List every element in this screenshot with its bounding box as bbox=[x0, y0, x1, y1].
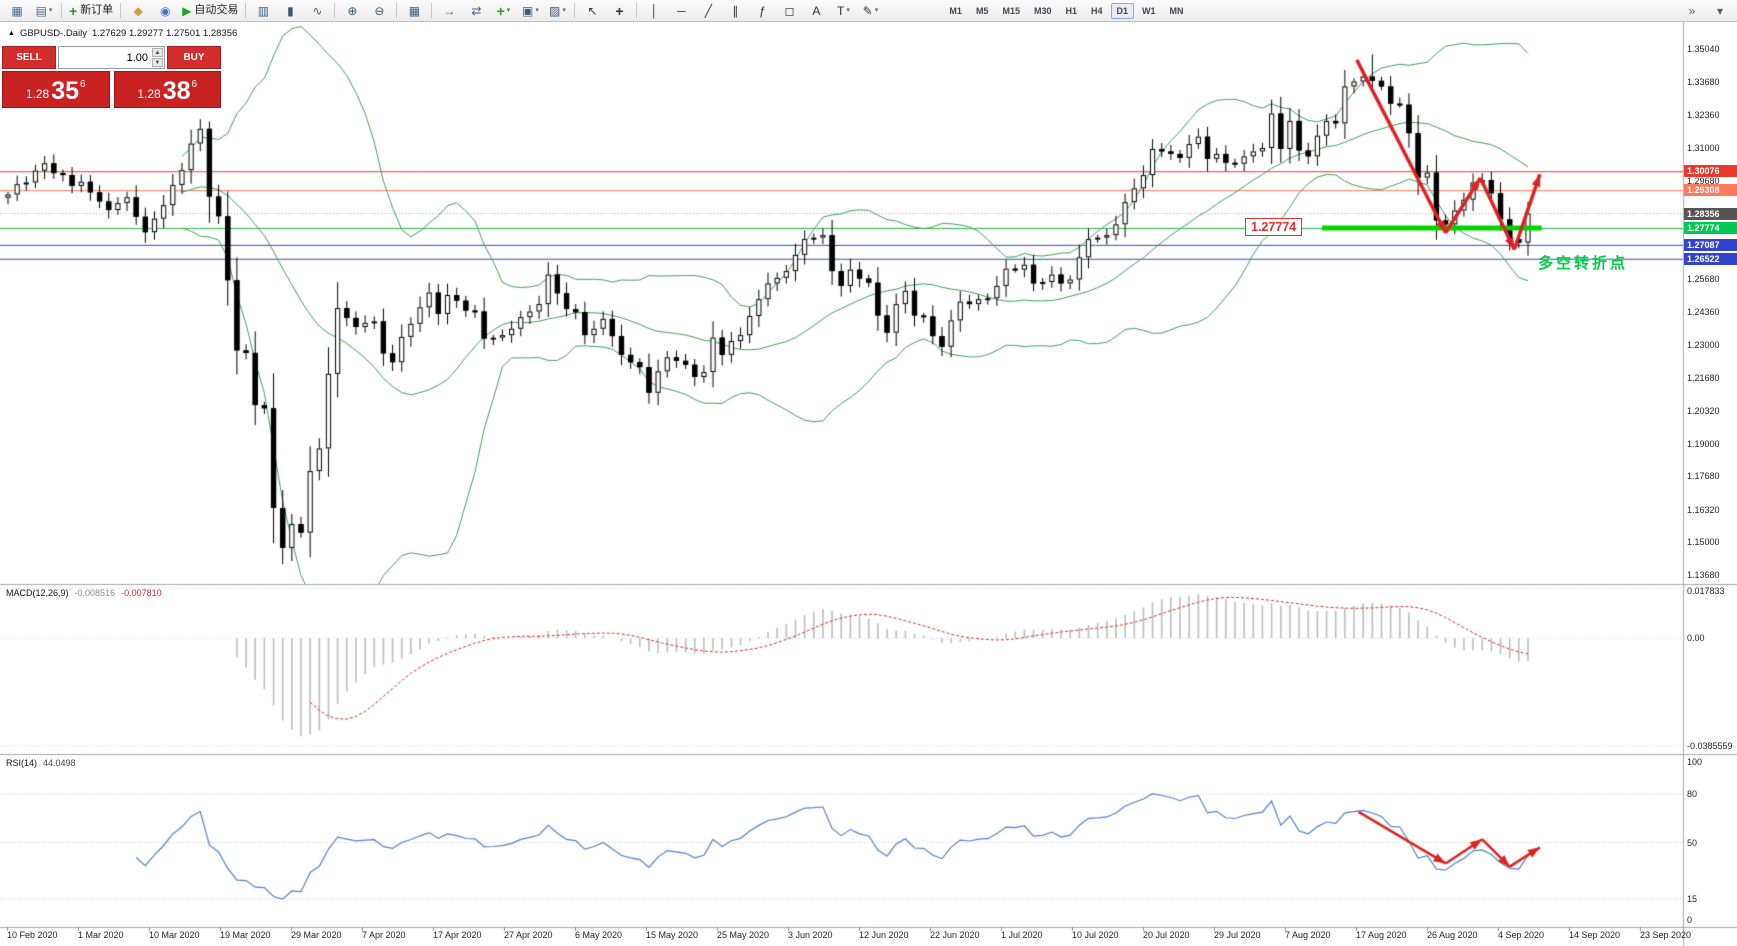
volume-box: ▲ ▼ bbox=[58, 46, 165, 69]
tile-windows-icon[interactable]: ▦ bbox=[408, 3, 421, 18]
toolbar-overflow-icon[interactable]: » bbox=[1688, 3, 1696, 18]
label-icon[interactable]: T ▾ bbox=[836, 3, 850, 18]
periods-icon[interactable]: ▣ ▾ bbox=[521, 3, 539, 18]
toolbar-separator bbox=[245, 3, 247, 18]
chart-shift-icon[interactable]: ⇄ bbox=[471, 3, 482, 18]
trendline-icon[interactable]: ╱ bbox=[704, 3, 713, 18]
chevron-down-icon: ▾ bbox=[562, 7, 566, 14]
timeframe-button-h4[interactable]: H4 bbox=[1091, 5, 1103, 16]
chart-title-bar: ▲ GBPUSD-.Daily 1.27629 1.29277 1.27501 … bbox=[8, 28, 237, 39]
bid-prefix: 1.28 bbox=[25, 87, 50, 101]
horizontal-line-icon[interactable]: ─ bbox=[677, 3, 686, 18]
toolbar-separator bbox=[431, 3, 433, 18]
volume-down-button[interactable]: ▼ bbox=[152, 58, 163, 67]
symbol-timeframe-label: GBPUSD-.Daily bbox=[19, 28, 87, 39]
cursor-icon[interactable]: ↖ bbox=[587, 3, 598, 18]
rsi-indicator-label: RSI(14) 44.0498 bbox=[6, 758, 76, 768]
timeframe-button-h1[interactable]: H1 bbox=[1065, 5, 1077, 16]
timeframe-button-m5[interactable]: M5 bbox=[975, 5, 989, 16]
chevron-down-icon: ▾ bbox=[846, 7, 850, 14]
metaeditor-icon[interactable]: ◆ bbox=[133, 3, 143, 18]
toolbar-menu-icon[interactable]: ▾ bbox=[1716, 3, 1724, 18]
macd-main-value: -0.008516 bbox=[74, 588, 116, 598]
macd-signal-value: -0.007810 bbox=[121, 588, 162, 598]
toolbar-separator bbox=[334, 3, 336, 18]
chevron-down-icon: ▾ bbox=[535, 7, 539, 14]
zoom-out-icon[interactable]: ⊖ bbox=[374, 3, 385, 18]
candlestick-chart-icon[interactable]: ▮ bbox=[287, 3, 294, 18]
toolbar-separator bbox=[120, 3, 122, 18]
ask-prefix: 1.28 bbox=[137, 87, 161, 101]
indicators-icon[interactable]: + ▾ bbox=[496, 2, 511, 19]
timeframe-button-w1[interactable]: W1 bbox=[1142, 5, 1156, 16]
volume-input[interactable] bbox=[59, 47, 164, 68]
fibonacci-icon[interactable]: ƒ bbox=[759, 3, 766, 18]
bar-chart-icon[interactable]: ▥ bbox=[257, 3, 270, 18]
crosshair-icon[interactable]: + bbox=[615, 2, 624, 19]
rsi-value: 44.0498 bbox=[43, 758, 76, 768]
bid-big-digits: 35 bbox=[51, 77, 80, 105]
text-icon[interactable]: A bbox=[812, 3, 821, 18]
toolbar-separator bbox=[636, 3, 638, 18]
sell-button[interactable]: SELL bbox=[2, 46, 56, 69]
chevron-down-icon: ▾ bbox=[506, 7, 511, 14]
timeframe-button-m1[interactable]: M1 bbox=[949, 5, 962, 16]
one-click-trading-panel: SELL ▲ ▼ BUY 1.28 35 6 1.28 38 6 bbox=[2, 46, 221, 108]
new-order-button[interactable]: + 新订单 bbox=[69, 2, 114, 19]
macd-name: MACD(12,26,9) bbox=[6, 588, 69, 598]
zoom-in-icon[interactable]: ⊕ bbox=[347, 3, 358, 18]
chevron-down-icon: ▾ bbox=[48, 7, 53, 14]
channel-icon[interactable]: ∥ bbox=[732, 3, 739, 18]
bid-pipette: 6 bbox=[80, 79, 86, 90]
chart-symbol-icon: ▲ bbox=[8, 30, 15, 37]
timeframe-group: M1 M5 M15 M30 H1 H4 D1 W1 MN bbox=[942, 2, 1190, 19]
volume-up-button[interactable]: ▲ bbox=[152, 48, 163, 57]
timeframe-button-m15[interactable]: M15 bbox=[1002, 5, 1020, 16]
bid-price-button[interactable]: 1.28 35 6 bbox=[2, 71, 110, 108]
shapes-icon[interactable]: ◻ bbox=[784, 3, 795, 18]
pivot-point-annotation[interactable]: 多空转折点 bbox=[1538, 255, 1629, 272]
chart-window: ▲ GBPUSD-.Daily 1.27629 1.29277 1.27501 … bbox=[0, 22, 1737, 946]
timeframe-button-mn[interactable]: MN bbox=[1169, 5, 1184, 16]
rsi-name: RSI(14) bbox=[6, 758, 38, 768]
vertical-line-icon[interactable]: │ bbox=[650, 3, 659, 18]
autotrading-button[interactable]: ▶ 自动交易 bbox=[182, 3, 239, 18]
draw-tools-icon[interactable]: ✎ ▾ bbox=[862, 3, 879, 18]
price-chart-canvas[interactable] bbox=[0, 22, 1737, 946]
line-chart-icon[interactable]: ∿ bbox=[312, 3, 323, 18]
toolbar: ▦ ▤ ▾ + 新订单 ◆ ◉ ▶ 自动交易 ▥ ▮ ∿ ⊕ ⊖ ▦ → ⇄ + ▾ ▣ ▾ ▨ ▾ ↖ + │ ─ ╱ ∥ ƒ ◻ A T ▾ ✎… bbox=[0, 0, 1737, 22]
ask-price-button[interactable]: 1.28 38 6 bbox=[113, 71, 221, 108]
templates-icon[interactable]: ▨ ▾ bbox=[548, 3, 566, 18]
ohlc-readout: 1.27629 1.29277 1.27501 1.28356 bbox=[91, 28, 238, 39]
chevron-down-icon: ▾ bbox=[874, 7, 879, 14]
chart-profiles-icon[interactable]: ▤ ▾ bbox=[35, 3, 53, 18]
toolbar-separator bbox=[396, 3, 398, 18]
auto-scroll-icon[interactable]: → bbox=[443, 3, 456, 18]
buy-button[interactable]: BUY bbox=[167, 46, 221, 69]
ask-pipette: 6 bbox=[191, 79, 198, 90]
new-chart-icon[interactable]: ▦ bbox=[11, 3, 23, 18]
timeframe-button-m30[interactable]: M30 bbox=[1033, 5, 1052, 16]
toolbar-separator bbox=[574, 3, 576, 18]
toolbar-separator bbox=[61, 3, 62, 18]
timeframe-button-d1[interactable]: D1 bbox=[1110, 2, 1135, 19]
experts-icon[interactable]: ◉ bbox=[159, 3, 171, 18]
macd-indicator-label: MACD(12,26,9) -0.008516 -0.007810 bbox=[6, 588, 162, 598]
support-price-annotation[interactable]: 1.27774 bbox=[1245, 218, 1303, 236]
ask-big-digits: 38 bbox=[162, 77, 191, 105]
